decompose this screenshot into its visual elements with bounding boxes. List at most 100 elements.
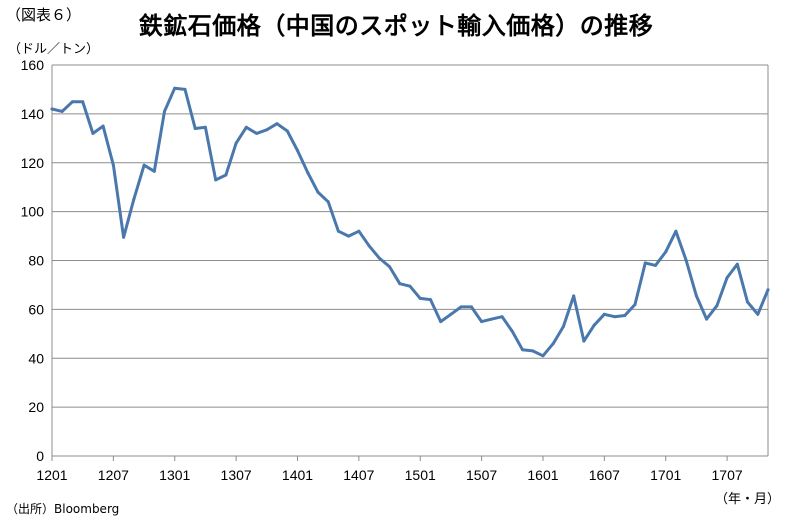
y-tick-labels: 0 20 40 60 80 100 120 140 160	[21, 57, 45, 464]
data-point-1304	[203, 125, 207, 129]
x-tick-label-1407: 1407	[343, 467, 374, 483]
x-tick-label-1201: 1201	[36, 467, 67, 483]
figure-label: （図表６）	[6, 6, 82, 24]
data-point-1702	[674, 229, 678, 233]
data-point-1705	[705, 317, 709, 321]
data-point-1401	[296, 149, 299, 152]
data-point-1509	[500, 315, 504, 319]
data-point-1603	[561, 325, 565, 328]
data-point-1208	[122, 235, 126, 239]
y-tick-label-120: 120	[21, 155, 45, 171]
data-point-1605	[582, 339, 586, 343]
data-point-1708	[735, 262, 739, 266]
gridlines	[52, 64, 768, 408]
data-point-1502	[429, 298, 432, 302]
data-point-1504	[449, 312, 453, 316]
axes	[51, 65, 769, 461]
x-tick-label-1601: 1601	[527, 467, 558, 483]
data-point-1210	[142, 163, 146, 167]
data-point-1406	[347, 234, 351, 238]
series-line-0	[50, 86, 770, 358]
x-tick-label-1307: 1307	[221, 467, 252, 483]
data-point-1710	[756, 312, 760, 316]
x-axis-unit: （年・月）	[714, 492, 780, 507]
data-point-1409	[377, 256, 381, 260]
source-note: （出所）Bloomberg	[6, 502, 120, 516]
data-point-1204	[81, 100, 85, 104]
data-point-1706	[715, 304, 719, 308]
data-point-1402	[306, 171, 310, 174]
data-point-1201	[50, 107, 54, 111]
data-point-1403	[316, 190, 320, 194]
data-point-1607	[602, 312, 606, 316]
data-point-1209	[132, 197, 136, 201]
data-point-1707	[725, 276, 729, 280]
x-tick-label-1701: 1701	[650, 467, 681, 483]
data-point-1212	[163, 109, 166, 113]
y-tick-label-140: 140	[21, 106, 45, 122]
data-point-1501	[418, 296, 422, 300]
y-tick-label-40: 40	[28, 350, 44, 366]
data-point-1612	[654, 263, 657, 267]
data-point-1606	[592, 323, 596, 327]
x-tick-label-1301: 1301	[159, 467, 190, 483]
data-point-1202	[60, 109, 64, 113]
data-point-1311	[275, 122, 279, 126]
data-point-1609	[623, 314, 627, 317]
data-point-1305	[214, 178, 218, 182]
data-point-1608	[613, 315, 617, 319]
data-point-1408	[367, 244, 371, 248]
data-point-1207	[111, 163, 115, 167]
data-point-1312	[285, 129, 289, 133]
data-point-1203	[71, 100, 74, 104]
data-point-1601	[541, 354, 545, 358]
y-tick-label-160: 160	[21, 57, 45, 73]
data-point-1703	[684, 259, 688, 262]
data-point-1407	[357, 229, 361, 233]
data-point-1412	[408, 284, 412, 288]
data-point-1505	[459, 305, 463, 309]
x-tick-label-1607: 1607	[589, 467, 620, 483]
data-point-1512	[531, 349, 535, 353]
y-tick-label-20: 20	[28, 399, 44, 415]
y-tick-label-100: 100	[21, 204, 45, 220]
y-tick-label-80: 80	[28, 253, 44, 269]
data-point-1701	[664, 250, 668, 254]
x-tick-label-1207: 1207	[98, 467, 129, 483]
x-tick-labels: 1201 1207 1301 1307 1401 1407 1501 1507 1601 1607…	[36, 467, 742, 483]
data-point-1306	[224, 173, 228, 177]
data-point-1308	[244, 125, 248, 129]
data-point-1507	[480, 320, 484, 324]
data-point-1405	[336, 229, 340, 233]
data-point-1511	[521, 348, 524, 352]
data-point-1610	[633, 303, 637, 306]
x-tick-label-1401: 1401	[282, 467, 313, 483]
data-point-1510	[510, 329, 514, 333]
data-point-1602	[551, 342, 555, 346]
chart-title: 鉄鉱石価格（中国のスポット輸入価格）の推移	[138, 12, 654, 40]
y-axis-unit: （ドル／トン）	[8, 42, 100, 57]
data-point-1411	[398, 282, 402, 286]
data-point-1206	[101, 124, 105, 128]
data-point-1310	[265, 128, 269, 132]
x-tick-label-1507: 1507	[466, 467, 497, 483]
data-point-1404	[326, 200, 330, 204]
data-point-1211	[152, 169, 156, 173]
data-point-1410	[388, 265, 391, 269]
data-point-1506	[469, 305, 473, 309]
data-point-1704	[694, 294, 698, 298]
data-point-1604	[572, 294, 576, 298]
x-tick-label-1501: 1501	[405, 467, 436, 483]
y-tick-label-60: 60	[28, 301, 44, 317]
data-point-1309	[255, 131, 259, 135]
data-point-1711	[766, 288, 770, 292]
data-point-1302	[183, 87, 187, 91]
data-point-1301	[173, 86, 177, 90]
series-layer	[50, 86, 770, 358]
x-tick-label-1707: 1707	[712, 467, 743, 483]
data-point-1503	[439, 320, 443, 324]
data-point-1303	[193, 127, 197, 130]
data-point-1611	[643, 261, 647, 265]
data-point-1709	[746, 300, 749, 304]
